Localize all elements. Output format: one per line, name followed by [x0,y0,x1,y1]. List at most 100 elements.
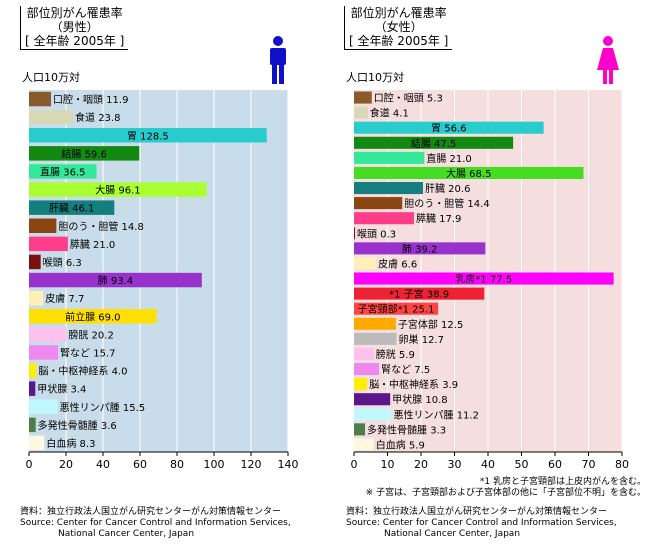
male-bar [29,164,97,179]
female-bar-label: 肺 39.2 [402,243,437,255]
male-bar-label: 甲状腺 3.4 [37,383,86,396]
female-title-line-2: （女性） [374,20,423,34]
female-bar [354,227,356,240]
female-bar-label: 膀胱 5.9 [376,348,415,361]
male-tick-label: 140 [278,458,299,471]
source-left-line-3: National Cancer Center, Japan [58,529,195,539]
source-left: 資料：独立行政法人国立がん研究センターがん対策情報センター Source: Ce… [20,507,291,540]
male-unit-label: 人口10万対 [22,71,80,84]
male-title-line-2: （男性） [50,20,99,34]
female-bar [354,378,368,391]
female-tick-label: 80 [615,458,629,471]
male-bar [29,327,67,342]
female-bar [354,212,414,225]
female-bar [354,287,485,300]
female-bar [354,393,391,406]
female-bar [354,121,544,134]
male-figure-icon [270,36,286,84]
male-bar-label: 膀胱 20.2 [68,328,113,341]
female-title-line-3: [ 全年齢 2005年 ] [349,34,449,48]
male-bar-label: 悪性リンパ腫 15.5 [60,401,145,414]
female-bar [354,272,614,285]
male-bar [29,363,37,378]
male-bar [29,309,157,324]
male-bar [29,218,57,233]
male-bar-label: 肝臓 46.1 [49,203,94,215]
male-bar-label: 喉頭 6.3 [43,257,82,269]
female-bar-label: 子宮体部 12.5 [398,318,463,331]
female-bar-label: 悪性リンパ腫 11.2 [394,408,479,421]
female-bar-label: 卵巣 12.7 [399,333,444,346]
male-bar [29,435,45,451]
male-bar [29,290,44,306]
male-tick-label: 20 [59,458,73,471]
female-bar-label: 直腸 21.0 [426,152,471,165]
male-bar [29,128,267,143]
female-bar [354,91,372,104]
male-tick-label: 120 [241,458,262,471]
source-left-line-1: 資料：独立行政法人国立がん研究センターがん対策情報センター [20,507,282,517]
female-bar-label: 白血病 5.9 [376,438,425,451]
male-bar-label: 腎など 15.7 [60,347,115,359]
male-bar-label: 結腸 59.6 [61,147,106,160]
female-tick-label: 60 [548,458,562,471]
female-title-line-1: 部位別がん罹患率 [350,6,447,20]
female-bar-label: 食道 4.1 [370,107,409,120]
female-bar-label: 子宮頸部*1 25.1 [358,303,435,316]
male-bar-label: 胆のう・胆管 14.8 [58,220,143,233]
female-bar [354,242,486,255]
male-tick-label: 40 [96,458,110,471]
female-bar [354,423,366,436]
male-bar-label: 膵臓 21.0 [70,239,115,251]
female-chart-title: 部位別がん罹患率 （女性） [ 全年齢 2005年 ] [344,6,453,50]
male-bar [29,345,59,360]
female-unit-label: 人口10万対 [346,71,404,84]
female-bar [354,347,374,360]
female-bar-label: 乳房*1 77.5 [455,273,512,286]
source-left-line-2: Source: Center for Cancer Control and In… [20,518,291,528]
footnote-2: ※ 子宮は、子宮頸部および子宮体部の他に「子宮部位不明」を含む。 [365,488,646,498]
male-tick-label: 80 [170,458,184,471]
male-bar [29,200,115,215]
male-chart-title: 部位別がん罹患率 （男性） [ 全年齢 2005年 ] [20,6,129,50]
male-bar [29,236,68,252]
male-bar-chart: 0 20 40 60 80 100 120 140 口腔・咽頭 11.9 食道 23.8 胃 128… [26,90,299,471]
female-tick-label: 70 [582,458,596,471]
male-tick-label: 60 [133,458,147,471]
female-bar [354,106,368,119]
female-bar [354,182,424,195]
male-bar [29,109,74,125]
male-tick-label: 100 [204,458,225,471]
female-bar [354,438,374,451]
male-tick-label: 0 [26,458,33,471]
male-bar-label: 多発性骨髄腫 3.6 [38,419,117,432]
female-bar [354,332,397,345]
source-right-line-1: 資料：独立行政法人国立がん研究センターがん対策情報センター [346,507,608,517]
male-bar [29,254,41,270]
female-bar-label: *1 子宮 38.9 [389,288,449,301]
male-bar-label: 直腸 36.5 [40,165,85,178]
male-bar [29,182,207,197]
male-bar [29,381,36,396]
female-bar-label: 喉頭 0.3 [357,228,396,240]
male-bar-label: 皮膚 7.7 [45,292,84,305]
female-bar [354,151,425,164]
source-right: 資料：独立行政法人国立がん研究センターがん対策情報センター Source: Ce… [346,507,617,540]
female-bar-label: 口腔・咽頭 5.3 [374,92,443,105]
female-figure-icon [597,36,619,84]
male-title-line-1: 部位別がん罹患率 [26,6,123,20]
female-bar [354,257,377,270]
female-bar-label: 多発性骨髄腫 3.3 [367,423,446,436]
source-right-line-2: Source: Center for Cancer Control and In… [346,518,617,528]
male-bar [29,272,202,288]
male-bar-label: 前立腺 69.0 [65,310,120,323]
footnote-1: *1 乳房と子宮頸部は上皮内がんを含む。 [479,477,646,487]
female-bar [354,197,403,210]
female-bar-chart: 0 10 20 30 40 50 60 70 80 口腔・咽頭 5.3 食道 4.1 胃 56.6 結腸… [351,90,629,471]
female-bar-label: 甲状腺 10.8 [392,393,447,406]
female-bar-label: 腎など 7.5 [381,364,430,376]
female-tick-label: 0 [351,458,358,471]
female-tick-label: 50 [515,458,529,471]
male-bar-label: 胃 128.5 [127,130,169,142]
female-tick-label: 10 [381,458,395,471]
